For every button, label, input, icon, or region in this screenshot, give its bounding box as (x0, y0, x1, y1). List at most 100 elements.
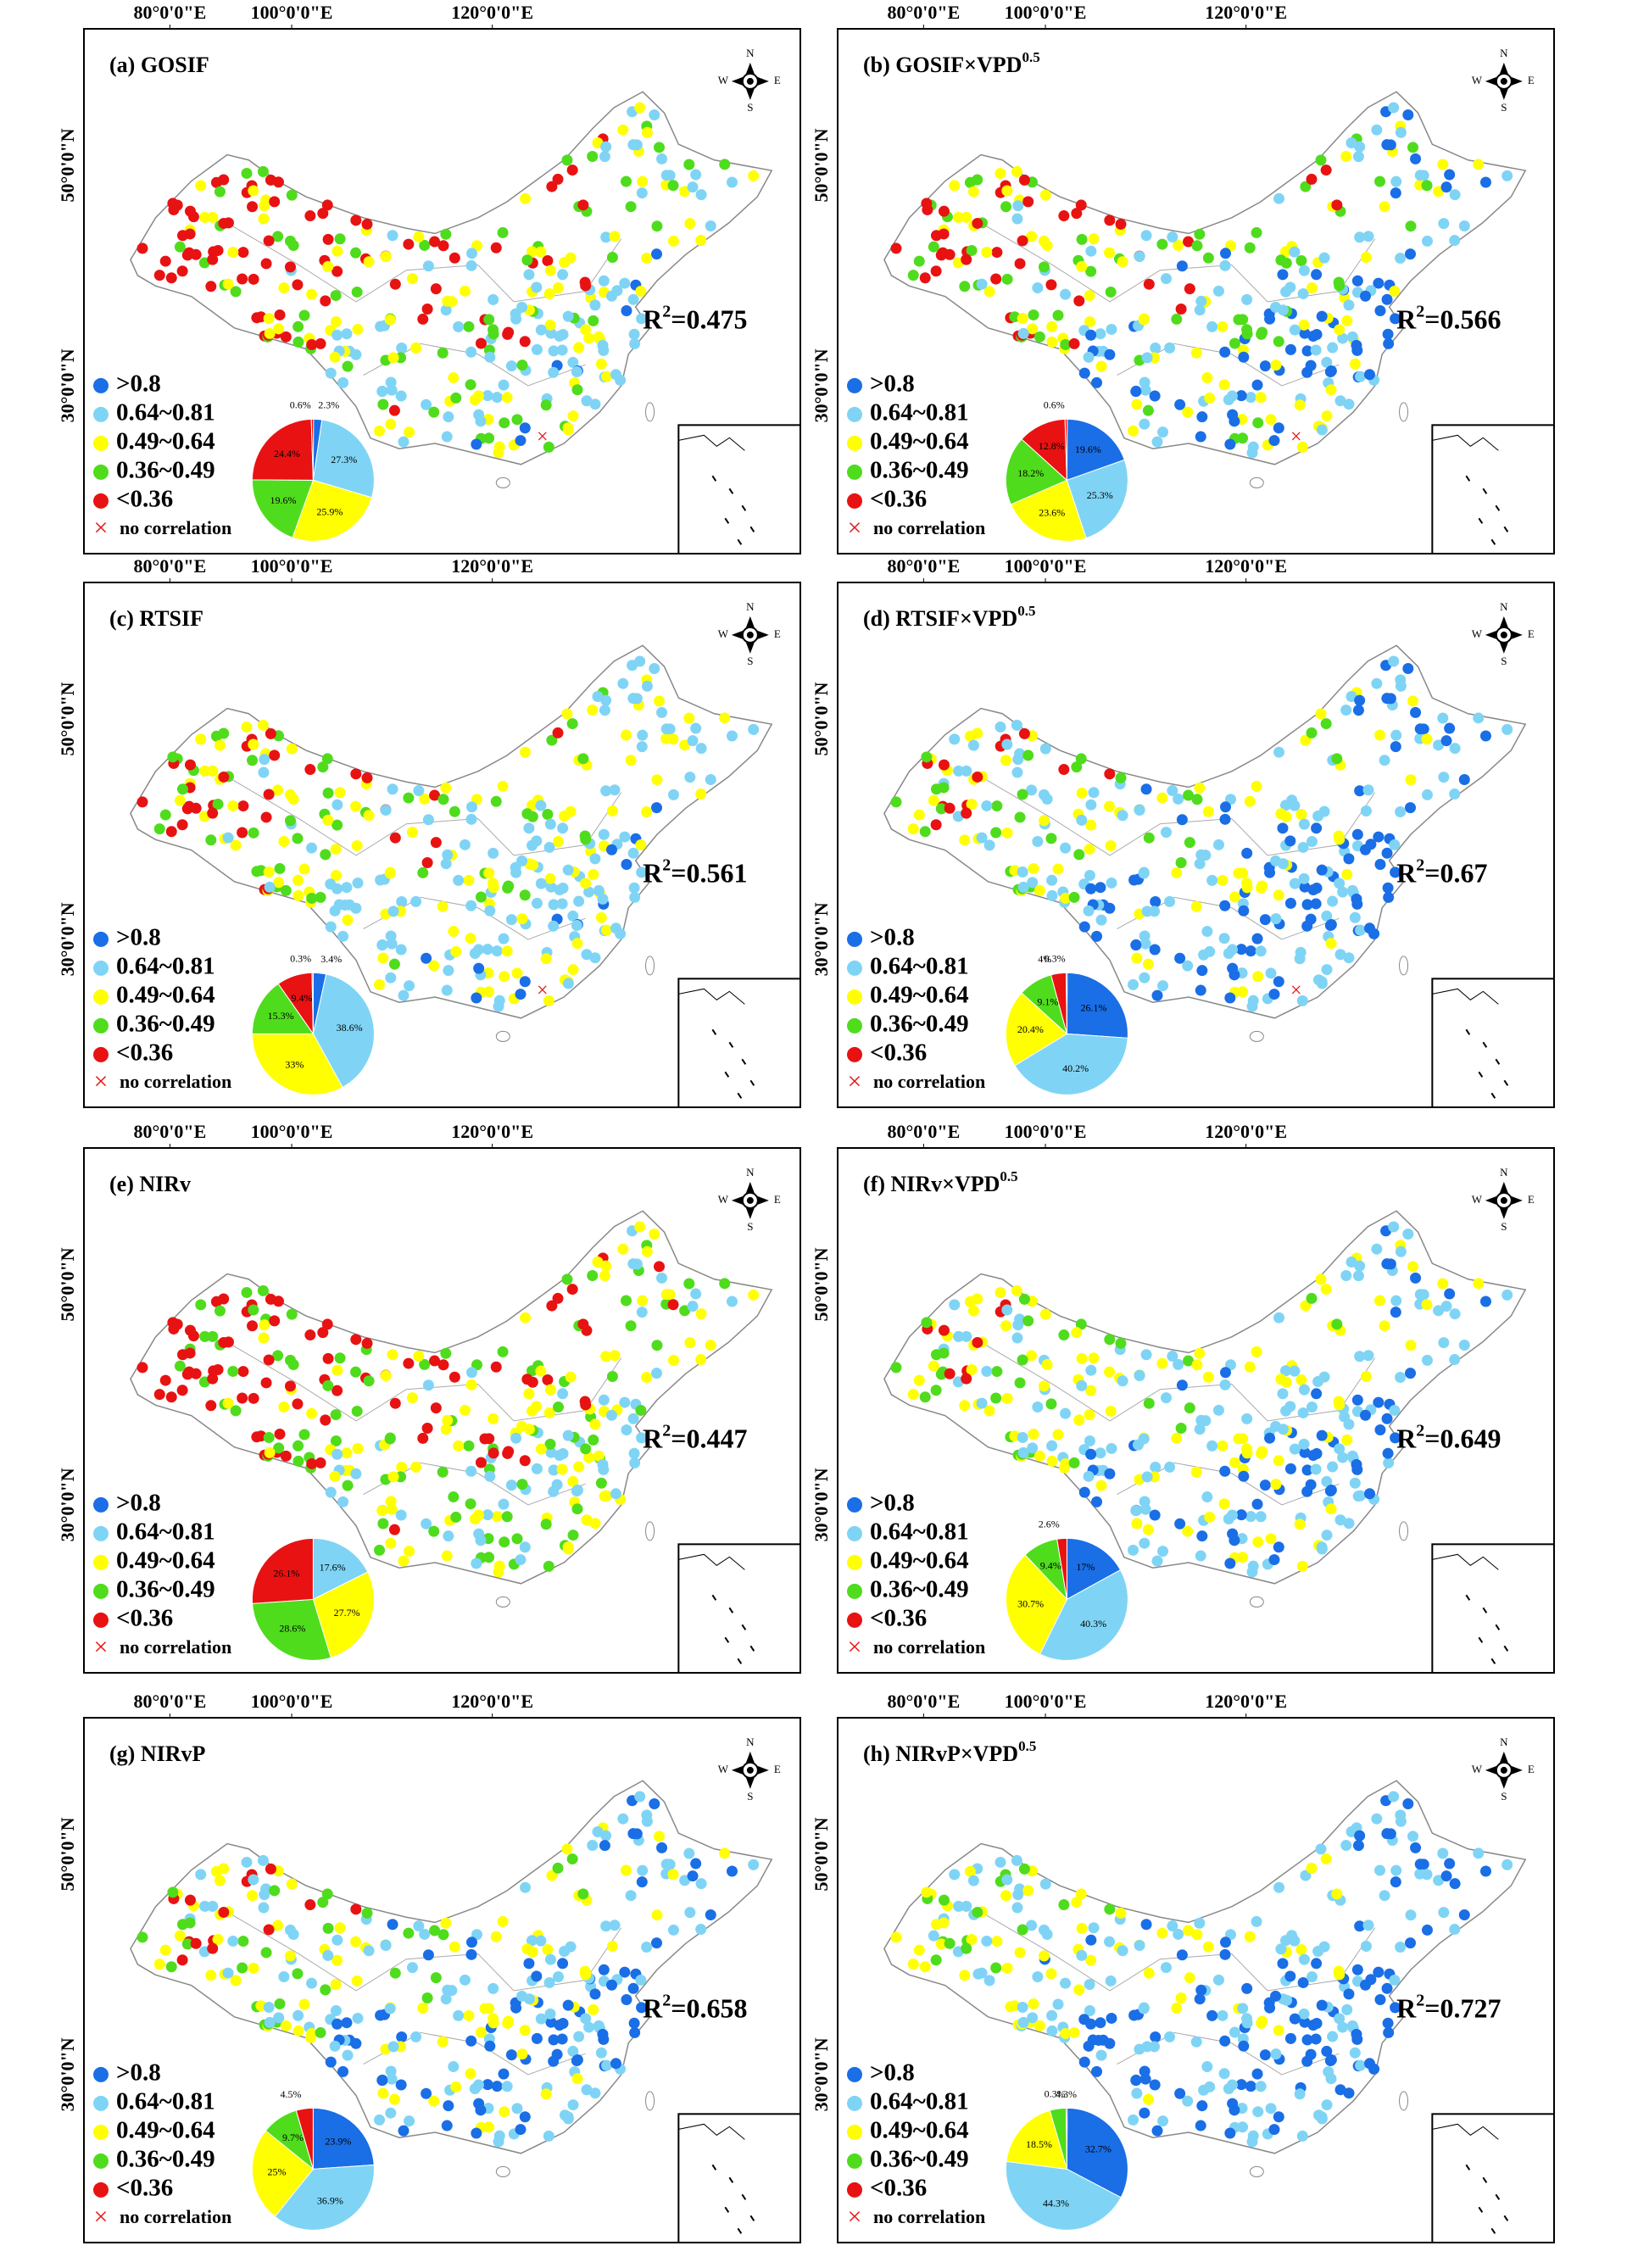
station (1316, 1429, 1328, 1441)
station (475, 2026, 487, 2038)
pie-label: 3.4% (320, 953, 342, 965)
legend-label: 0.49~0.64 (870, 428, 969, 455)
station (317, 208, 329, 220)
station (1279, 1365, 1291, 1377)
pie-slice (1064, 418, 1068, 481)
station (1045, 1968, 1057, 1980)
station (1444, 722, 1456, 734)
station (964, 176, 976, 188)
station (1306, 173, 1318, 185)
station (990, 273, 1002, 285)
station (205, 281, 217, 293)
station (410, 2031, 422, 2042)
station (1241, 1413, 1253, 1424)
station (959, 1970, 971, 1981)
r-squared: R2=0.727 (1396, 1991, 1501, 2024)
station (398, 2125, 410, 2137)
station (1284, 1970, 1296, 1982)
station (1115, 218, 1127, 230)
station (552, 1401, 564, 1413)
station (1437, 159, 1449, 170)
station (938, 205, 950, 217)
station (654, 1831, 666, 1842)
station (1374, 1424, 1386, 1435)
station (944, 1937, 956, 1949)
legend-swatch (847, 2124, 862, 2140)
station (247, 1320, 259, 1332)
station (263, 789, 275, 800)
station (1245, 392, 1256, 404)
station (1219, 813, 1231, 825)
station (994, 1286, 1006, 1298)
station (1294, 2088, 1306, 2100)
station (1315, 1843, 1327, 1855)
station (1085, 1954, 1097, 1966)
station (1131, 398, 1143, 410)
station (595, 911, 607, 923)
taiwan (1399, 1521, 1409, 1541)
station (961, 807, 972, 819)
station (1421, 1354, 1433, 1366)
station (554, 884, 566, 896)
pie-slice (1066, 972, 1128, 1039)
station (321, 199, 333, 211)
station (571, 938, 583, 950)
station (1407, 695, 1419, 707)
station (442, 295, 454, 307)
longitude-label: 100°0'0"E (1005, 2, 1087, 23)
pie-label: 4% (1038, 953, 1051, 965)
inset-coast (678, 434, 745, 451)
station (636, 1307, 648, 1318)
station (248, 273, 259, 285)
station (1046, 2009, 1058, 2021)
station (1256, 882, 1268, 894)
r-letter: R (1396, 1424, 1417, 1454)
station (1228, 2026, 1240, 2038)
panel: 80°0'0"E 100°0'0"E 120°0'0"E50°0'0"N30°0'0… (57, 2, 801, 554)
station (545, 2016, 557, 2028)
station (1306, 727, 1318, 738)
station (176, 230, 188, 242)
station (404, 980, 415, 992)
station (190, 802, 202, 814)
station (1001, 1874, 1013, 1886)
station (437, 240, 449, 252)
station (983, 1405, 995, 1417)
station (459, 1404, 471, 1416)
station (1224, 1558, 1236, 1569)
latitude-label: 30°0'0"N (57, 902, 78, 976)
station (1255, 392, 1267, 404)
station (184, 205, 196, 217)
station (273, 877, 285, 889)
station (606, 1940, 618, 1952)
compass-letter: W (1472, 627, 1483, 640)
station (363, 1945, 375, 1957)
station (1039, 743, 1051, 755)
station (376, 1505, 388, 1517)
station (247, 1890, 259, 1902)
station (535, 1935, 547, 1947)
station (961, 765, 972, 777)
station (342, 2049, 354, 2061)
inset-island (1465, 2164, 1471, 2170)
pie-label: 27.7% (334, 1607, 360, 1619)
legend-swatch (847, 1554, 862, 1570)
station (1252, 971, 1264, 983)
station (351, 286, 363, 298)
station (176, 783, 188, 795)
station (1259, 360, 1271, 372)
latitude-label: 50°0'0"N (57, 128, 78, 202)
legend-swatch (93, 1554, 109, 1570)
pie-slice (1039, 1569, 1128, 1661)
station (501, 392, 513, 404)
station (395, 390, 407, 402)
station (1058, 210, 1070, 222)
station (1000, 755, 1012, 766)
station (484, 351, 496, 363)
station (272, 1920, 284, 1931)
station (1014, 1377, 1026, 1389)
station (1252, 1536, 1264, 1548)
station (488, 293, 499, 305)
station (1321, 2099, 1333, 2111)
latitude-label: 30°0'0"N (811, 348, 832, 422)
